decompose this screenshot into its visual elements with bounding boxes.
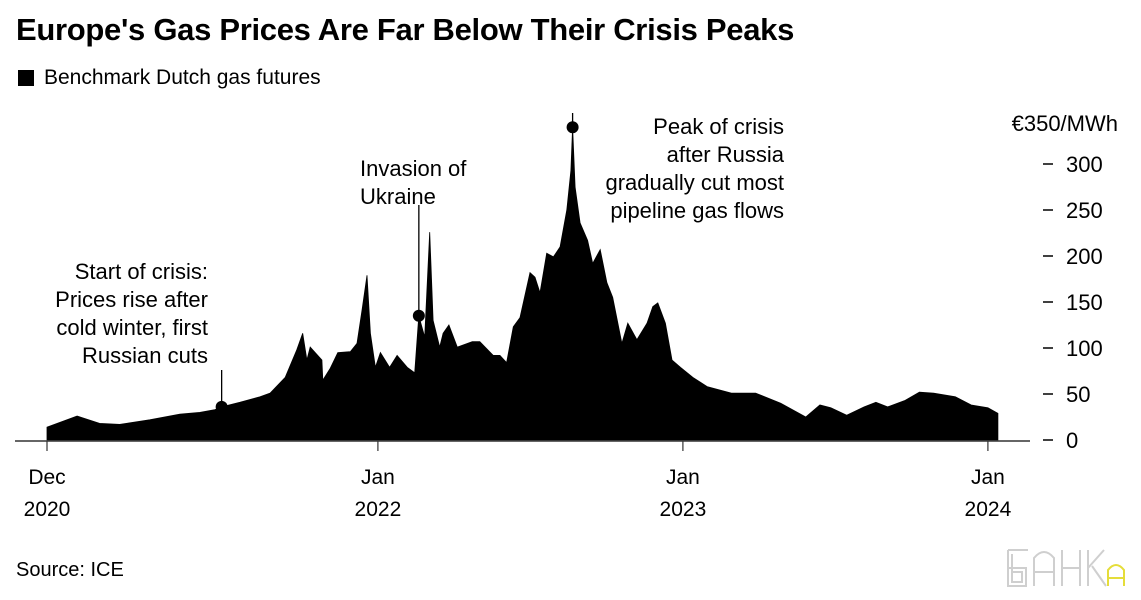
annotation-marker <box>412 309 425 322</box>
y-tick-label: 150 <box>1066 290 1103 315</box>
annotation-text: pipeline gas flows <box>610 198 784 223</box>
y-unit-label: €350/MWh <box>1012 111 1118 136</box>
annotation-marker <box>566 121 579 134</box>
annotation-text: Peak of crisis <box>653 114 784 139</box>
annotation-text: cold winter, first <box>56 315 208 340</box>
y-tick-label: 200 <box>1066 244 1103 269</box>
y-tick-label: 100 <box>1066 336 1103 361</box>
annotation-text: Russian cuts <box>82 343 208 368</box>
x-tick-label: 2024 <box>965 498 1012 521</box>
x-tick-label: Dec <box>28 466 65 489</box>
x-tick-label: 2023 <box>660 498 707 521</box>
y-tick-label: 300 <box>1066 152 1103 177</box>
annotation-text: gradually cut most <box>605 170 784 195</box>
source-note: Source: ICE <box>16 559 124 581</box>
x-tick-label: Jan <box>971 466 1005 489</box>
chart-title: Europe's Gas Prices Are Far Below Their … <box>16 12 795 47</box>
x-tick-label: Jan <box>361 466 395 489</box>
legend-swatch <box>18 70 34 86</box>
series-area-dutch-gas-futures <box>46 127 999 441</box>
annotation-marker <box>215 400 228 413</box>
annotation-text: Ukraine <box>360 184 436 209</box>
y-tick-label: 50 <box>1066 382 1090 407</box>
y-tick-label: 250 <box>1066 198 1103 223</box>
x-tick-label: 2020 <box>24 498 71 521</box>
x-tick-label: Jan <box>666 466 700 489</box>
watermark-logo <box>1007 549 1125 587</box>
x-tick-label: 2022 <box>355 498 402 521</box>
legend: Benchmark Dutch gas futures <box>18 66 321 90</box>
annotation-text: after Russia <box>667 142 785 167</box>
annotation-text: Invasion of <box>360 156 467 181</box>
annotation-text: Prices rise after <box>55 287 208 312</box>
y-tick-label: 0 <box>1066 428 1078 453</box>
annotation-text: Start of crisis: <box>75 259 208 284</box>
legend-label: Benchmark Dutch gas futures <box>44 66 321 89</box>
